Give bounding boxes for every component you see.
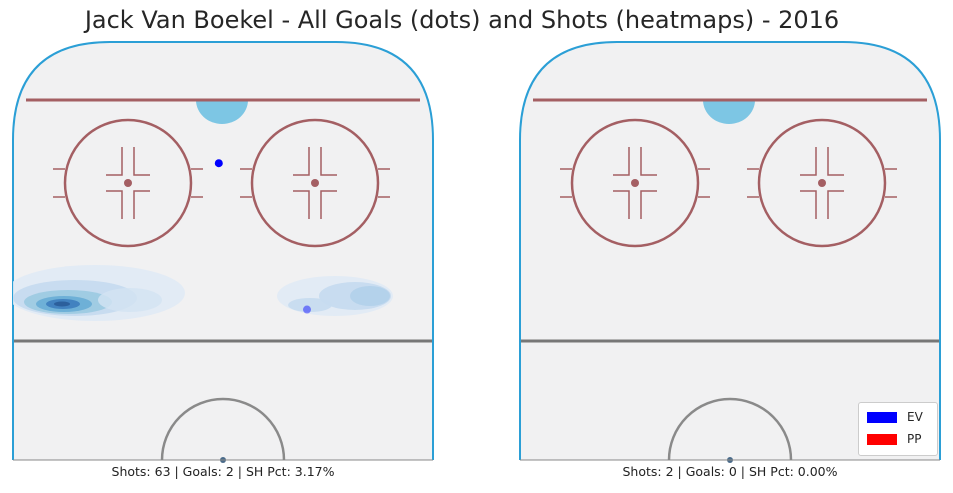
legend-item-pp: PP: [867, 432, 921, 446]
faceoff-l-mark: [827, 190, 844, 219]
rink-right: [519, 41, 941, 463]
faceoff-l-mark: [133, 190, 150, 219]
faceoff-l-mark: [640, 147, 657, 176]
faceoff-dot: [818, 179, 826, 187]
faceoff-l-mark: [320, 147, 337, 176]
boards: [12, 41, 434, 460]
goal-dots-left: [214, 159, 311, 314]
heat-contour: [98, 288, 162, 312]
faceoff-l-mark: [640, 190, 657, 219]
chart-title: Jack Van Boekel - All Goals (dots) and S…: [84, 6, 840, 34]
faceoff-circle: [570, 118, 700, 248]
heat-contour: [350, 286, 390, 306]
faceoff-l-mark: [106, 190, 123, 219]
center-circle: [160, 397, 286, 461]
faceoff-l-mark: [320, 190, 337, 219]
heat-contour: [288, 298, 332, 312]
goal-dot: [214, 159, 223, 168]
faceoff-l-mark: [613, 190, 630, 219]
caption-left: Shots: 63 | Goals: 2 | SH Pct: 3.17%: [111, 464, 335, 479]
boards: [519, 41, 941, 460]
goal-crease: [703, 100, 755, 124]
center-circle: [667, 397, 793, 461]
faceoff-l-mark: [293, 147, 310, 176]
heat-contour: [54, 301, 70, 307]
legend-label-pp: PP: [907, 432, 922, 446]
goal-dot: [303, 305, 311, 314]
ice-surface: [520, 42, 940, 460]
faceoff-l-mark: [613, 147, 630, 176]
faceoff-l-mark: [133, 147, 150, 176]
legend-label-ev: EV: [907, 410, 923, 424]
faceoff-l-mark: [293, 190, 310, 219]
faceoff-dot: [631, 179, 639, 187]
faceoff-l-mark: [800, 147, 817, 176]
legend: EV PP: [858, 402, 938, 456]
shot-heatmap-left: [13, 265, 393, 321]
faceoff-dot: [311, 179, 319, 187]
faceoff-dot: [124, 179, 132, 187]
faceoff-l-mark: [106, 147, 123, 176]
ice-surface: [13, 42, 433, 460]
legend-swatch-ev: [867, 411, 897, 423]
legend-item-ev: EV: [867, 410, 923, 424]
legend-swatch-pp: [867, 433, 897, 445]
faceoff-circle: [250, 118, 380, 248]
caption-right: Shots: 2 | Goals: 0 | SH Pct: 0.00%: [622, 464, 838, 479]
goal-crease: [196, 100, 248, 124]
faceoff-l-mark: [827, 147, 844, 176]
rink-left: [12, 41, 434, 463]
faceoff-circle: [63, 118, 193, 248]
faceoff-circle: [757, 118, 887, 248]
faceoff-l-mark: [800, 190, 817, 219]
